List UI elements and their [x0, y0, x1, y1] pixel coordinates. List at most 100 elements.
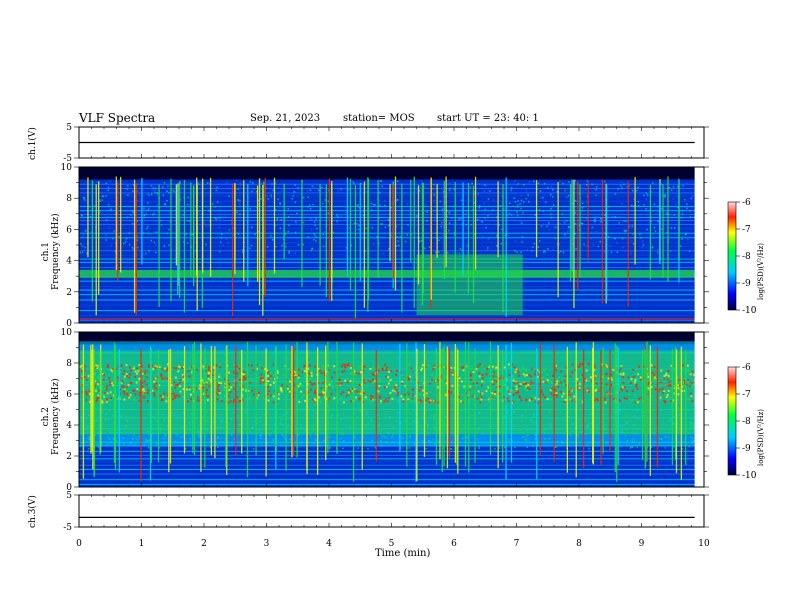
spec-peak — [94, 389, 97, 392]
spec-peak — [204, 391, 207, 394]
spec-peak — [263, 370, 266, 373]
spec-noise — [347, 188, 350, 191]
spec-noise — [683, 441, 685, 443]
y-tick-label: 10 — [61, 328, 73, 338]
spec-peak — [691, 370, 694, 373]
spec-noise — [105, 239, 107, 241]
spec-peak — [353, 370, 356, 373]
spec-peak — [686, 382, 689, 385]
spec-noise — [237, 429, 240, 432]
colorbar-tick-label: -6 — [742, 198, 751, 208]
spec-peak — [304, 399, 307, 402]
spec-peak — [426, 395, 429, 398]
ch3-waveform-frame — [78, 494, 705, 528]
spec-noise — [623, 424, 625, 427]
spec-peak — [188, 386, 191, 389]
spec-noise — [581, 209, 583, 212]
spec-noise — [180, 436, 182, 438]
spec-noise — [545, 201, 547, 203]
spec-peak — [178, 365, 181, 368]
spec-peak — [636, 388, 639, 391]
spec-noise — [161, 413, 164, 416]
spec-noise — [590, 429, 593, 432]
spec-noise — [80, 419, 83, 422]
y-tick-label: -5 — [63, 523, 72, 533]
spec-noise — [562, 418, 565, 421]
spec-peak — [300, 390, 303, 393]
spec-peak — [297, 385, 300, 388]
spec-noise — [87, 437, 90, 440]
spec-noise — [164, 434, 166, 436]
spec-noise — [599, 223, 601, 226]
spec-noise — [99, 200, 101, 202]
spec-peak — [451, 372, 454, 375]
spec-noise — [239, 181, 242, 184]
spec-noise — [415, 205, 417, 207]
spec-noise — [660, 409, 662, 412]
spec-noise — [256, 422, 258, 425]
spec-noise — [331, 205, 334, 207]
spec-narrowband-line — [79, 254, 704, 256]
spec-noise — [296, 212, 298, 215]
spec-noise — [593, 220, 595, 222]
spec-peak — [585, 369, 588, 372]
spec-noise — [118, 236, 120, 238]
spec-noise — [565, 196, 567, 198]
spec-peak — [228, 389, 231, 392]
y-tick-label: 8 — [66, 359, 72, 369]
spec-peak — [417, 381, 420, 384]
spec-noise — [278, 416, 281, 418]
spec-noise — [328, 446, 331, 448]
spec-noise — [654, 230, 657, 232]
spec-noise — [458, 218, 460, 220]
spec-peak — [692, 384, 695, 387]
spec-peak — [689, 392, 692, 395]
spec-noise — [311, 219, 313, 221]
spec-peak — [143, 380, 146, 383]
spec-peak — [241, 373, 244, 376]
spec-peak — [389, 391, 392, 394]
spec-noise — [590, 231, 593, 234]
spec-noise — [131, 210, 134, 213]
spec-sferic — [443, 346, 445, 467]
spec-narrowband-line — [79, 315, 704, 316]
spec-peak — [394, 390, 397, 393]
spec-peak — [255, 397, 258, 400]
spec-peak — [245, 389, 248, 392]
spec-noise — [166, 190, 168, 193]
spec-noise — [688, 445, 690, 448]
spec-noise — [433, 415, 435, 418]
spec-peak — [362, 369, 365, 372]
spec-peak — [574, 368, 577, 371]
spec-peak — [529, 380, 532, 383]
spec-noise — [131, 437, 134, 440]
spec-noise — [624, 250, 627, 253]
spec-noise — [586, 245, 588, 247]
spec-peak — [223, 385, 226, 388]
spec-noise — [681, 448, 684, 450]
spec-noise — [320, 208, 322, 211]
spec-sferic — [204, 348, 206, 468]
spec-peak — [170, 380, 173, 383]
spec-peak — [493, 371, 496, 374]
spec-sferic — [435, 348, 438, 465]
spec-noise — [508, 213, 511, 215]
spec-peak — [277, 393, 280, 396]
spec-peak — [136, 388, 139, 391]
spec-peak — [125, 364, 128, 367]
spec-noise — [664, 195, 666, 198]
spec-noise — [246, 220, 248, 223]
spec-noise — [517, 183, 520, 185]
spec-peak — [665, 373, 668, 376]
spec-noise — [111, 414, 114, 417]
spec-sferic — [273, 177, 276, 274]
spec-noise — [520, 222, 523, 224]
spec-noise — [150, 234, 152, 236]
spec-peak — [174, 376, 177, 379]
spec-noise — [86, 252, 88, 255]
spec-peak — [196, 368, 199, 371]
spec-noise — [544, 438, 546, 440]
spec-peak — [381, 367, 384, 370]
spec-noise — [386, 249, 389, 252]
spec-noise — [568, 208, 571, 211]
